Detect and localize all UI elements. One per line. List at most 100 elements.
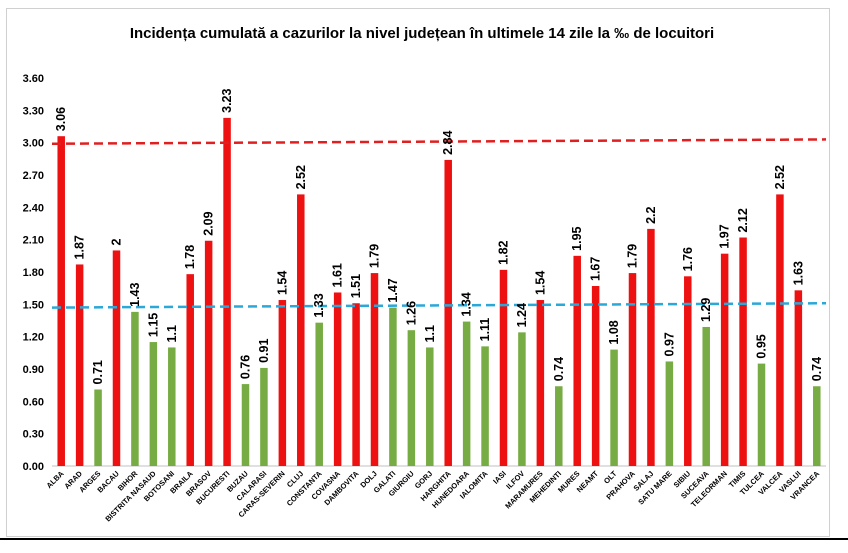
bar-vrancea — [813, 386, 821, 466]
data-label: 1.67 — [589, 257, 603, 281]
bar-suceava — [702, 326, 710, 466]
y-tick-label: 0.60 — [23, 396, 44, 408]
bar-brasov — [204, 240, 213, 466]
bar-neamt — [591, 286, 600, 466]
chart-title: Incidența cumulată a cazurilor la nivel … — [130, 25, 714, 42]
data-label: 1.97 — [718, 224, 732, 248]
data-label: 1.63 — [791, 261, 805, 285]
y-tick-label: 1.20 — [23, 332, 44, 344]
data-label: 3.06 — [54, 107, 68, 131]
data-label: 1.61 — [331, 263, 345, 287]
data-label: 1.54 — [275, 271, 289, 295]
data-label: 2.52 — [294, 165, 308, 189]
bar-hunedoara — [462, 321, 471, 466]
bar-braila — [186, 274, 194, 466]
data-label: 1.29 — [699, 298, 713, 322]
y-tick-label: 3.00 — [23, 138, 44, 150]
reference-line — [51, 138, 827, 145]
bar-botosani — [168, 347, 176, 466]
bar-ialomita — [481, 346, 489, 466]
bar-maramures — [536, 300, 545, 466]
chart-frame — [6, 8, 830, 537]
data-label: 1.95 — [570, 226, 584, 250]
data-label: 3.23 — [220, 89, 234, 113]
bar-olt — [610, 349, 618, 466]
y-tick-label: 1.80 — [23, 267, 44, 279]
bars — [57, 117, 821, 466]
data-label: 1.76 — [681, 247, 695, 271]
data-label: 1.1 — [423, 325, 437, 342]
bottom-rule — [0, 538, 848, 540]
y-tick-label: 3.30 — [23, 105, 44, 117]
bar-covasna — [333, 292, 342, 466]
data-label: 1.43 — [128, 283, 142, 307]
reference-line — [51, 302, 827, 309]
bar-arad — [75, 264, 84, 466]
data-label: 1.15 — [146, 313, 160, 337]
data-label: 0.95 — [755, 334, 769, 358]
bar-prahova — [628, 273, 637, 466]
bar-harghita — [444, 159, 452, 466]
data-label: 2.09 — [202, 211, 216, 235]
bar-dambovita — [352, 303, 360, 466]
data-label: 2.12 — [736, 208, 750, 232]
bar-bacau — [112, 250, 121, 466]
bar-tulcea — [757, 363, 766, 466]
data-label: 1.82 — [497, 240, 511, 264]
bar-calarasi — [260, 367, 268, 466]
bar-timis — [739, 237, 747, 466]
bar-bihor — [131, 311, 139, 466]
y-axis-ticks: 0.00 0.30 0.60 0.90 1.20 1.50 1.80 2.10 2.40 2.70… — [23, 73, 44, 473]
bar-buzau — [241, 384, 250, 466]
y-tick-label: 3.60 — [23, 73, 44, 85]
bar-constanta — [315, 322, 323, 466]
bar-sibiu — [684, 276, 692, 466]
data-label: 0.91 — [257, 339, 271, 363]
bar-caras-severin — [278, 300, 287, 466]
y-tick-label: 0.90 — [23, 364, 44, 376]
data-label: 0.74 — [552, 357, 566, 381]
bar-mehedinti — [555, 386, 563, 466]
data-label: 1.1 — [165, 325, 179, 342]
data-label: 1.51 — [349, 274, 363, 298]
bar-alba — [57, 136, 65, 466]
data-label: 1.33 — [312, 293, 326, 317]
bar-satu-mare — [665, 361, 674, 466]
data-label: 1.79 — [626, 244, 640, 268]
bar-giurgiu — [407, 330, 416, 466]
bar-mures — [573, 255, 581, 466]
bar-arges — [94, 389, 102, 466]
bar-dolj — [370, 273, 379, 466]
data-label: 2.2 — [644, 206, 658, 223]
data-label: 1.34 — [460, 292, 474, 316]
bar-valcea — [776, 194, 784, 466]
y-tick-label: 2.10 — [23, 235, 44, 247]
data-label: 0.74 — [810, 357, 824, 381]
bar-ilfov — [518, 332, 526, 466]
data-label: 2.84 — [441, 131, 455, 155]
bar-gorj — [426, 347, 434, 466]
bar-cluj — [297, 194, 305, 466]
data-label: 1.24 — [515, 303, 529, 327]
data-label: 1.54 — [533, 271, 547, 295]
y-tick-label: 2.40 — [23, 202, 44, 214]
data-label: 1.79 — [368, 244, 382, 268]
y-tick-label: 0.30 — [23, 429, 44, 441]
data-label: 0.97 — [662, 332, 676, 356]
x-tick-label: ALBA — [45, 469, 67, 491]
data-labels: 3.06 1.87 0.71 2 1.43 1.15 1.1 1.78 2.09 3.23 0.76… — [54, 89, 824, 385]
data-label: 0.76 — [239, 355, 253, 379]
y-tick-label: 0.00 — [23, 461, 44, 473]
data-label: 2 — [110, 238, 124, 245]
data-label: 1.08 — [607, 320, 621, 344]
bar-bucuresti — [223, 117, 231, 466]
bar-vaslui — [794, 290, 803, 466]
bar-iasi — [499, 269, 508, 466]
data-label: 1.47 — [386, 278, 400, 302]
reference-lines — [51, 138, 827, 309]
data-label: 0.71 — [91, 360, 105, 384]
y-tick-label: 2.70 — [23, 170, 44, 182]
bar-salaj — [647, 228, 655, 466]
